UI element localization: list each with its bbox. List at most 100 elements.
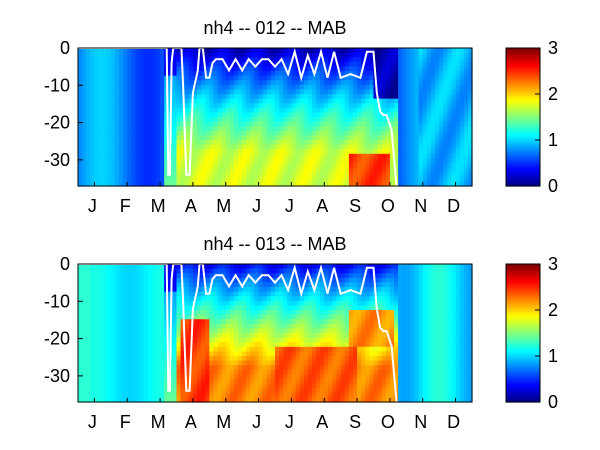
heatmap-cell [209, 342, 215, 348]
heatmap-cell [106, 264, 112, 270]
heatmap-cell [151, 268, 157, 274]
heatmap-cell [164, 351, 169, 357]
heatmap-cell [102, 172, 108, 178]
heatmap-cell [287, 57, 293, 63]
heatmap-cell [155, 75, 161, 81]
heatmap-cell [262, 264, 268, 270]
heatmap-cell [78, 48, 83, 54]
heatmap-cell [295, 314, 301, 320]
heatmap-cell [131, 181, 137, 187]
heatmap-cell [320, 346, 325, 352]
heatmap-cell [250, 144, 256, 150]
colorbar-step [506, 80, 540, 84]
heatmap-cell [357, 135, 362, 141]
heatmap-cell [299, 365, 305, 371]
heatmap-cell [127, 310, 132, 316]
heatmap-cell [135, 107, 141, 113]
heatmap-cell [209, 374, 215, 380]
heatmap-cell [381, 103, 387, 109]
heatmap-cell [184, 333, 190, 339]
heatmap-cell [258, 121, 264, 127]
heatmap-cell [262, 314, 268, 320]
heatmap-cell [102, 71, 108, 77]
heatmap-cell [201, 356, 206, 362]
heatmap-cell [233, 319, 239, 325]
heatmap-cell [78, 71, 83, 77]
heatmap-cell [459, 112, 465, 118]
heatmap-cell [328, 273, 334, 279]
heatmap-cell [114, 98, 120, 104]
heatmap-cell [119, 333, 124, 339]
heatmap-cell [172, 296, 178, 302]
heatmap-cell [287, 158, 293, 164]
heatmap-cell [357, 57, 362, 63]
heatmap-cell [110, 80, 116, 86]
heatmap-cell [291, 305, 297, 311]
heatmap-cell [114, 264, 120, 270]
heatmap-cell [328, 365, 334, 371]
heatmap-cell [414, 80, 420, 86]
heatmap-cell [377, 57, 383, 63]
heatmap-cell [143, 66, 149, 72]
heatmap-cell [127, 323, 132, 329]
heatmap-cell [246, 135, 251, 141]
heatmap-cell [119, 388, 124, 394]
heatmap-cell [242, 94, 247, 100]
heatmap-cell [238, 167, 243, 173]
heatmap-cell [254, 333, 260, 339]
heatmap-cell [168, 268, 173, 274]
heatmap-cell [307, 314, 313, 320]
heatmap-cell [110, 282, 116, 288]
heatmap-cell [147, 94, 153, 100]
heatmap-cell [344, 374, 350, 380]
heatmap-cell [197, 282, 202, 288]
heatmap-cell [369, 172, 375, 178]
heatmap-cell [336, 48, 342, 54]
heatmap-cell [307, 383, 313, 389]
heatmap-cell [266, 98, 272, 104]
heatmap-cell [176, 172, 182, 178]
heatmap-cell [463, 144, 469, 150]
heatmap-cell [307, 135, 313, 141]
heatmap-cell [90, 181, 96, 187]
heatmap-cell [155, 282, 161, 288]
heatmap-cell [320, 153, 325, 159]
heatmap-cell [180, 333, 186, 339]
heatmap-cell [262, 80, 268, 86]
heatmap-cell [238, 172, 243, 178]
heatmap-cell [324, 305, 329, 311]
heatmap-cell [147, 388, 153, 394]
heatmap-cell [389, 61, 395, 67]
heatmap-cell [188, 80, 194, 86]
heatmap-cell [373, 61, 379, 67]
heatmap-cell [102, 149, 108, 155]
heatmap-cell [205, 57, 210, 63]
heatmap-cell [311, 305, 317, 311]
heatmap-cell [287, 356, 293, 362]
heatmap-cell [266, 351, 272, 357]
heatmap-cell [303, 360, 309, 366]
heatmap-cell [348, 66, 354, 72]
heatmap-cell [357, 181, 362, 187]
heatmap-cell [225, 126, 231, 132]
heatmap-cell [283, 314, 288, 320]
heatmap-cell [254, 342, 260, 348]
heatmap-cell [233, 163, 239, 169]
heatmap-cell [106, 291, 112, 297]
heatmap-cell [82, 163, 87, 169]
colorbar-step [506, 155, 540, 159]
heatmap-cell [86, 52, 91, 58]
heatmap-cell [324, 319, 329, 325]
heatmap-cell [86, 383, 91, 389]
heatmap-cell [250, 75, 256, 81]
heatmap-cell [357, 158, 362, 164]
heatmap-cell [82, 328, 87, 334]
heatmap-cell [373, 135, 379, 141]
heatmap-cell [270, 181, 276, 187]
heatmap-cell [160, 319, 165, 325]
heatmap-cell [192, 346, 198, 352]
heatmap-cell [217, 300, 223, 306]
heatmap-cell [229, 135, 235, 141]
heatmap-cell [82, 172, 87, 178]
heatmap-cell [201, 149, 206, 155]
